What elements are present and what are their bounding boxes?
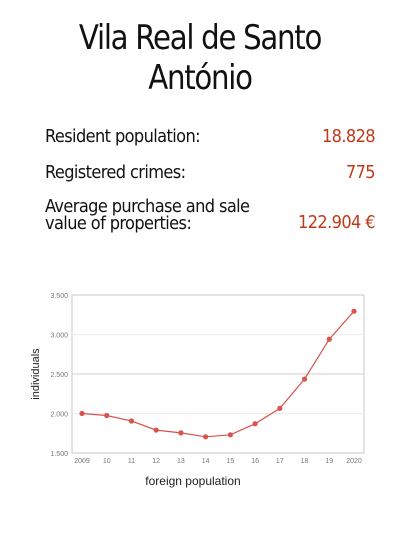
series-points [79,308,357,440]
y-tick-label: 2.500 [50,372,68,379]
x-tick-label: 12 [152,458,160,465]
x-tick-label: 13 [177,458,185,465]
stat-property-value: Average purchase and sale value of prope… [45,192,376,234]
data-point [277,405,283,411]
stat-label: Registered crimes: [45,162,186,183]
data-point [301,376,308,382]
data-point [252,421,258,427]
series-line [81,310,355,438]
stats-panel: Resident population: 18.828 Registered c… [45,118,376,234]
stat-label: Average purchase and sale value of prope… [45,196,250,234]
stat-registered-crimes: Registered crimes: 775 [45,152,376,183]
y-axis-label: individuals [30,348,42,400]
x-tick-label: 2009 [74,458,90,465]
data-point [153,427,159,433]
x-tick-label: 17 [276,458,284,465]
stat-label: Resident population: [45,126,201,147]
x-tick-label: 14 [202,458,210,465]
gridlines [72,334,364,414]
x-tick-label: 19 [325,458,333,465]
data-point [326,336,332,342]
data-point [79,410,85,417]
x-tick-label: 10 [103,458,111,465]
x-tick-label: 18 [301,458,309,465]
data-point [178,430,184,436]
data-point [128,418,135,424]
x-tick-label: 2020 [346,458,362,465]
page-title: Vila Real de Santo António [78,18,322,98]
y-tick-labels: 1.500 2.000 2.500 3.000 3.500 [50,293,68,458]
y-tick-label: 1.500 [50,451,68,458]
stat-resident-population: Resident population: 18.828 [45,118,376,147]
line-chart: 1.500 2.000 2.500 3.000 3.500 2009 10 11 12 13 14… [30,293,365,488]
x-axis-label: foreign population [145,474,240,488]
x-tick-label: 15 [226,458,234,465]
x-tick-label: 11 [128,458,135,465]
x-tick-labels: 2009 10 11 12 13 14 15 16 17 18 19 2020 [74,458,362,465]
y-tick-label: 2.000 [50,412,68,419]
data-point [351,308,357,314]
data-point [203,434,209,440]
stat-value: 122.904 € [298,212,376,233]
data-point [227,432,233,438]
stat-value: 18.828 [321,126,376,147]
y-tick-label: 3.500 [50,293,68,300]
stat-value: 775 [345,162,376,183]
y-tick-label: 3.000 [50,333,68,340]
data-point [104,412,110,419]
x-tick-label: 16 [251,458,259,465]
